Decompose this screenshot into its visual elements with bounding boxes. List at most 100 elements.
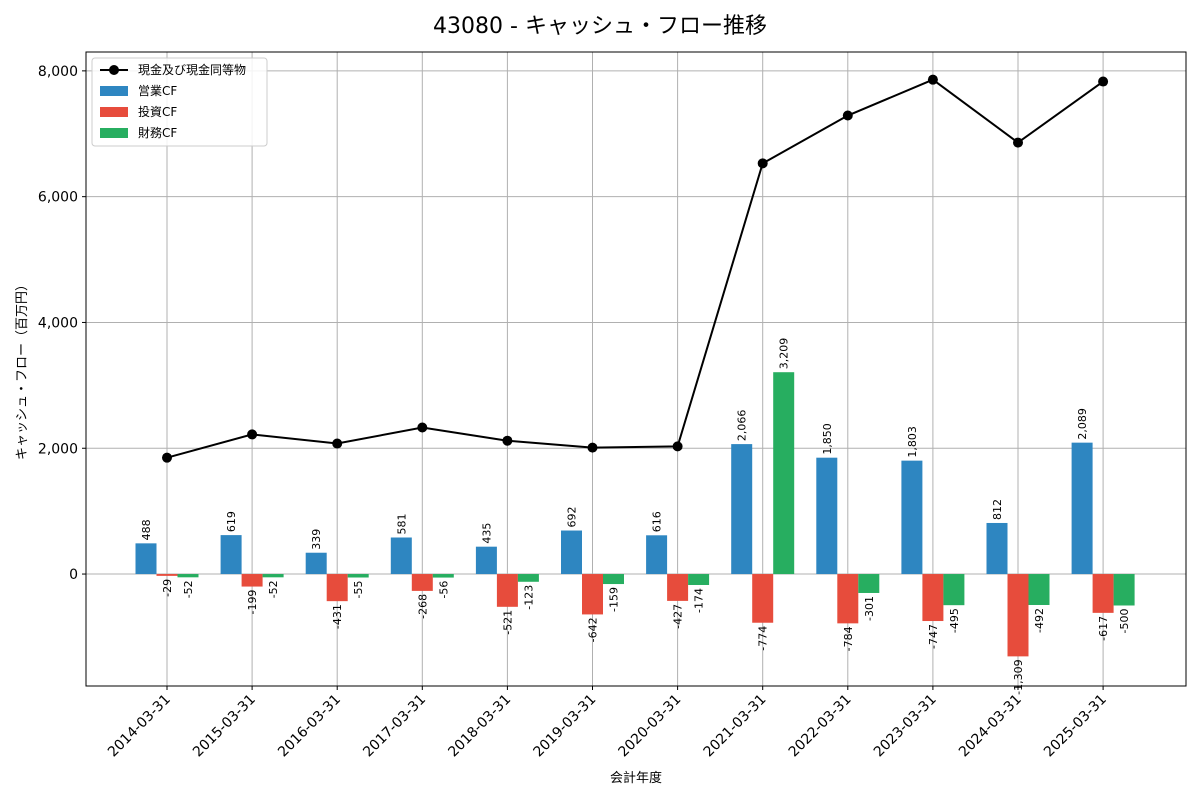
bar-value-label: 692 [566, 507, 579, 528]
bar [667, 574, 689, 601]
bar [135, 543, 157, 575]
y-tick-label: 8,000 [38, 64, 78, 80]
x-axis-label: 会計年度 [610, 770, 662, 786]
bar-value-label: -268 [416, 594, 429, 619]
cash-equivalents-point [587, 442, 598, 453]
y-axis-label: キャッシュ・フロー（百万円） [15, 278, 30, 460]
bar-value-label: -495 [948, 608, 961, 633]
bar [517, 574, 539, 582]
bar [816, 457, 838, 575]
bar-value-label: 488 [140, 519, 153, 540]
bar [773, 372, 795, 575]
y-tick-label: 4,000 [38, 315, 78, 331]
cash-equivalents-point [1098, 76, 1109, 87]
bar-value-label: 812 [991, 499, 1004, 520]
legend-label: 現金及び現金同等物 [138, 62, 246, 77]
bar-value-label: -431 [331, 604, 344, 629]
bar-value-label: -500 [1118, 608, 1131, 633]
bar-value-label: -784 [842, 626, 855, 651]
bar-value-label: 339 [310, 529, 323, 550]
bar-value-label: -617 [1097, 616, 1110, 641]
bar-value-label: -199 [246, 590, 259, 615]
legend-bar-swatch [100, 107, 128, 117]
legend-label: 営業CF [138, 84, 177, 98]
cash-equivalents-line [166, 78, 1104, 459]
bar [156, 574, 178, 576]
bar [262, 574, 284, 578]
plot-frame [85, 51, 1187, 687]
bar-value-label: -642 [587, 617, 600, 642]
bar [326, 574, 348, 602]
bar [1071, 442, 1093, 575]
bar-value-label: -301 [863, 596, 876, 621]
bar [858, 574, 880, 593]
bar [390, 537, 412, 575]
legend-label: 財務CF [138, 125, 177, 140]
bar [241, 574, 263, 587]
cash-equivalents-point [332, 438, 343, 449]
bar [603, 574, 624, 585]
bar-value-label: -427 [672, 604, 685, 629]
bar-value-label: 2,066 [736, 410, 749, 442]
bar [220, 535, 242, 575]
bar [305, 552, 327, 575]
bar [837, 574, 859, 624]
chart-title: 43080 - キャッシュ・フロー推移 [433, 14, 767, 39]
cash-equivalents-point [672, 441, 683, 452]
bar-value-label: 3,209 [778, 338, 791, 370]
bar-value-label: -29 [161, 579, 174, 597]
line-layer [162, 74, 1109, 463]
legend-box [91, 57, 268, 147]
cash-equivalents-point [162, 452, 172, 463]
bar-value-label: 1,803 [906, 426, 919, 458]
bar-value-label: 616 [651, 511, 664, 532]
bar [922, 574, 944, 622]
bar [177, 574, 199, 578]
bar [1113, 574, 1135, 606]
bar-value-label: 619 [225, 511, 238, 532]
bar-value-label: -521 [501, 610, 514, 635]
cash-equivalents-point [247, 429, 258, 440]
cash-equivalents-point [1013, 137, 1023, 148]
bar-value-label: -123 [522, 585, 535, 610]
bar [752, 574, 774, 623]
bar-value-label: -55 [352, 581, 365, 599]
y-tick-label: 2,000 [38, 441, 78, 457]
y-axis: 0 2,000 4,000 6,000 8,000 [38, 64, 86, 583]
bar [561, 530, 582, 575]
bar [1092, 574, 1114, 613]
y-tick-label: 0 [69, 567, 78, 583]
bar [646, 535, 668, 575]
legend-marker [109, 65, 119, 75]
bar-value-label: 581 [395, 514, 408, 535]
bar [411, 574, 433, 591]
bar [432, 574, 454, 578]
legend-label: 投資CF [138, 104, 177, 119]
cash-equivalents-point [502, 435, 513, 446]
bar-value-label: -52 [267, 580, 280, 598]
legend-bar-swatch [100, 86, 128, 96]
bar-value-label: 2,089 [1076, 408, 1089, 440]
bar-value-label: 1,850 [821, 423, 834, 455]
bar-value-label: -56 [437, 581, 450, 599]
bar [688, 574, 710, 585]
bar [943, 574, 965, 606]
data-labels-layer: 488 619 339 581 435 692 616 2,066 1,850 1,803 812 2… [140, 338, 1131, 695]
bar-value-label: -492 [1033, 608, 1046, 633]
bar-value-label: -159 [608, 587, 621, 612]
bars-layer [135, 372, 1135, 657]
bar [901, 460, 923, 575]
cash-equivalents-point [417, 422, 428, 433]
cash-equivalents-point [757, 158, 768, 169]
bar [731, 444, 753, 575]
legend-bar-swatch [100, 128, 128, 138]
y-tick-label: 6,000 [38, 190, 78, 206]
bar [582, 574, 603, 615]
bar [475, 546, 497, 575]
cash-equivalents-point [927, 74, 938, 85]
bar [1028, 574, 1050, 605]
bar-value-label: 435 [480, 523, 493, 544]
bar [986, 522, 1008, 575]
bar-value-label: -774 [757, 626, 770, 651]
